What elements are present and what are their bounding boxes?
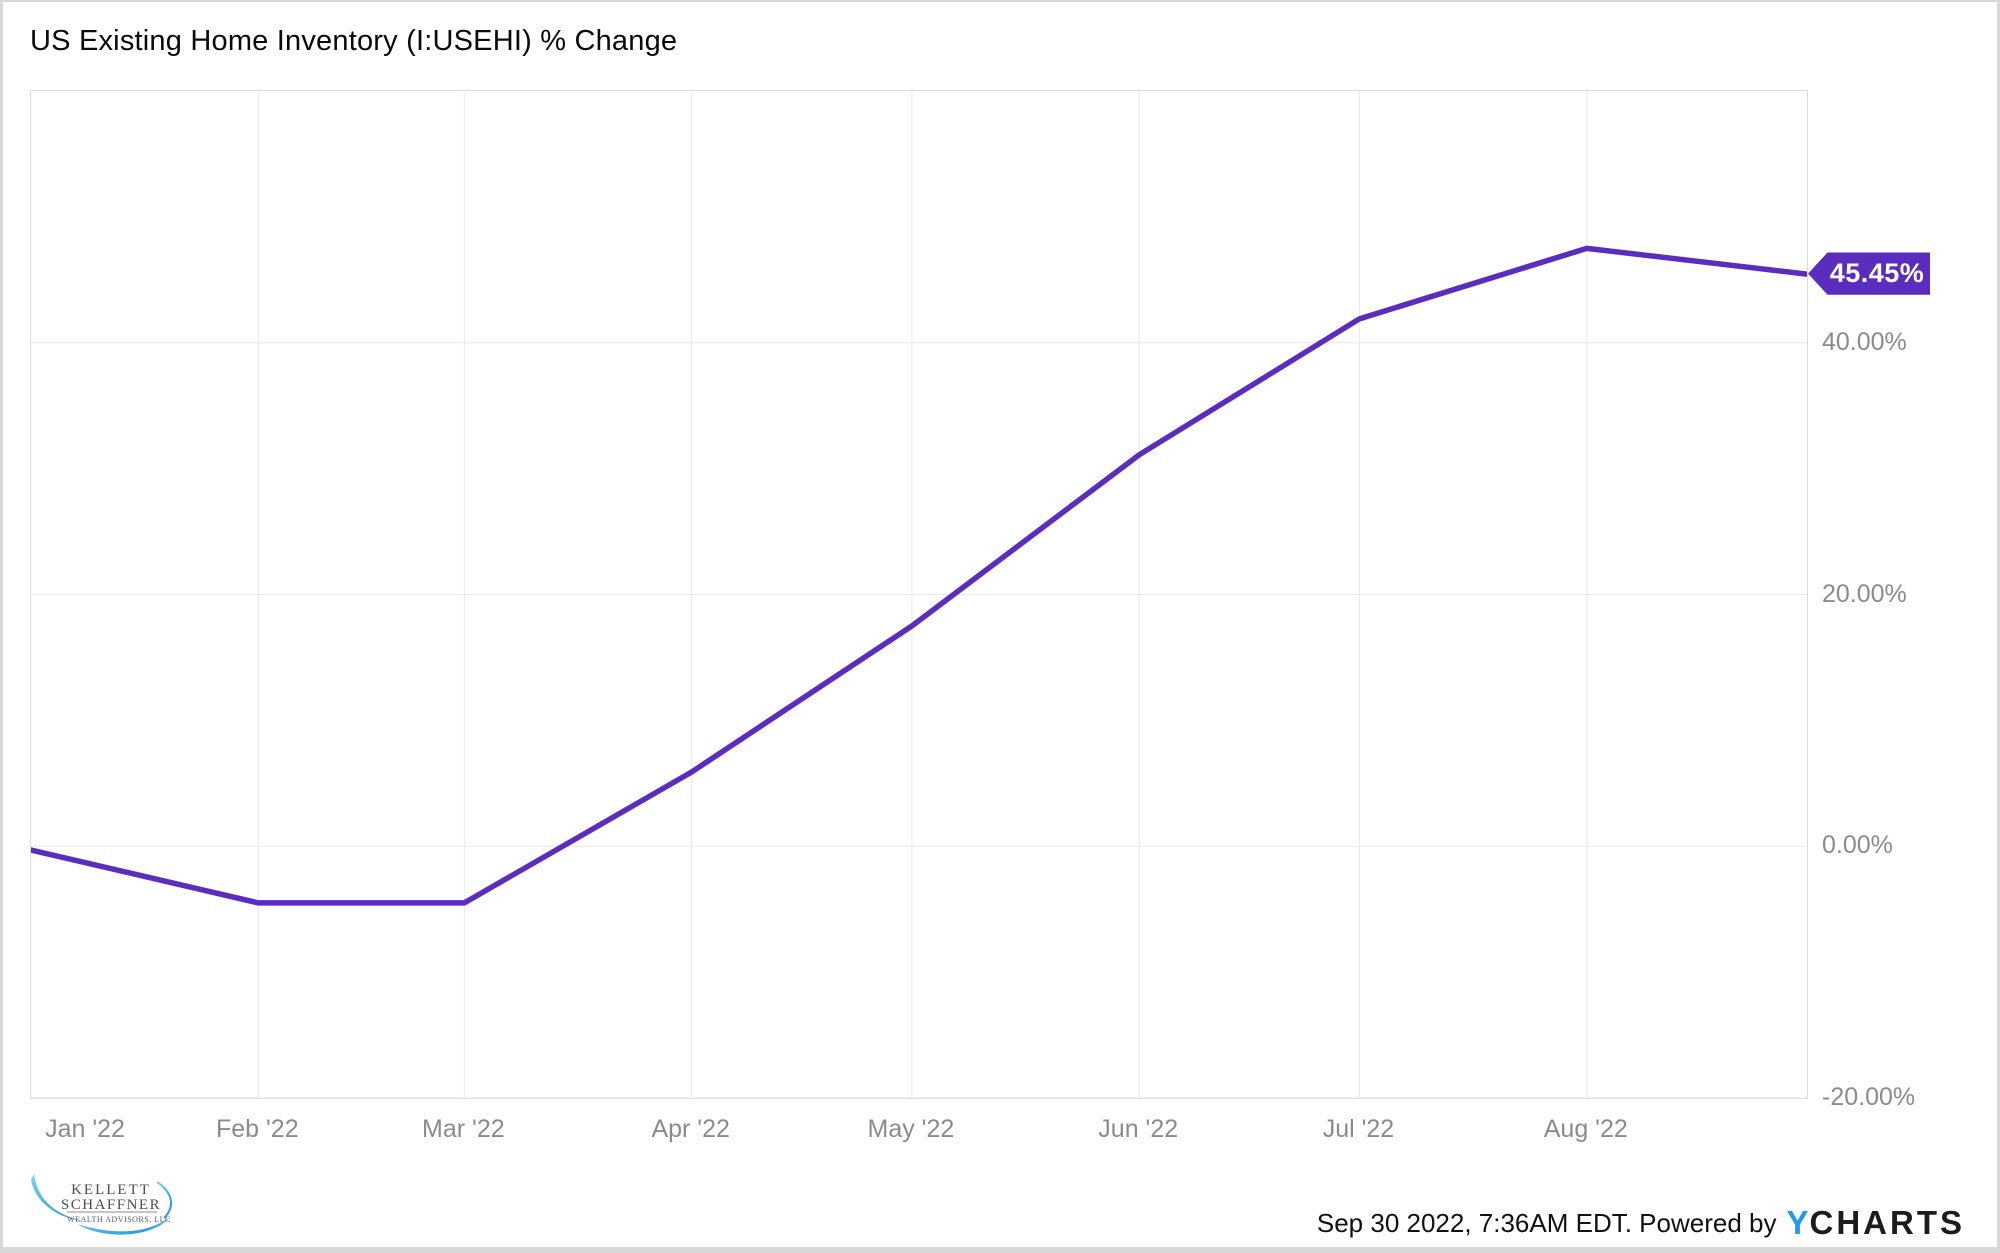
x-tick-label: Apr '22: [651, 1115, 730, 1143]
footer-timestamp: Sep 30 2022, 7:36AM EDT. Powered by: [1316, 1207, 1777, 1238]
x-tick-label: Feb '22: [216, 1115, 299, 1143]
logo-line3: WEALTH ADVISORS, LLC: [67, 1215, 171, 1224]
kellett-schaffner-logo: KELLETT SCHAFFNER WEALTH ADVISORS, LLC: [31, 1172, 196, 1236]
y-tick-label: -20.00%: [1822, 1083, 1916, 1111]
chart-title: US Existing Home Inventory (I:USEHI) % C…: [30, 25, 678, 57]
x-tick-label: Mar '22: [422, 1115, 505, 1143]
x-tick-label: Jan '22: [45, 1115, 125, 1143]
y-tick-label: 40.00%: [1822, 327, 1907, 356]
x-tick-label: Jul '22: [1322, 1115, 1395, 1143]
logo-swoosh-right: [156, 1181, 173, 1219]
chart-card: US Existing Home Inventory (I:USEHI) % C…: [3, 2, 1997, 1247]
logo-swoosh-left: [31, 1174, 83, 1221]
series-line: [31, 245, 1807, 906]
line-chart: [31, 91, 1807, 1098]
last-value-badge: 45.45%: [1808, 252, 1930, 295]
plot-area: [30, 90, 1808, 1099]
ycharts-wordmark: CHARTS: [1809, 1204, 1965, 1241]
x-tick-label: Jun '22: [1098, 1115, 1179, 1143]
kellett-schaffner-logo-art: KELLETT SCHAFFNER WEALTH ADVISORS, LLC: [31, 1174, 173, 1235]
y-tick-label: 20.00%: [1822, 579, 1907, 608]
footer: Sep 30 2022, 7:36AM EDT. Powered by YCHA…: [1317, 1204, 1965, 1242]
ycharts-logo: YCHARTS: [1786, 1204, 1965, 1242]
last-value-label: 45.45%: [1829, 258, 1925, 289]
logo-line1: KELLETT: [71, 1182, 151, 1198]
logo-swoosh-bottom: [77, 1217, 170, 1235]
logo-line2: SCHAFFNER: [61, 1197, 161, 1213]
x-tick-label: May '22: [867, 1115, 955, 1143]
x-tick-label: Aug '22: [1543, 1115, 1628, 1143]
ycharts-y-glyph: Y: [1786, 1204, 1812, 1241]
y-tick-label: 0.00%: [1822, 831, 1893, 860]
